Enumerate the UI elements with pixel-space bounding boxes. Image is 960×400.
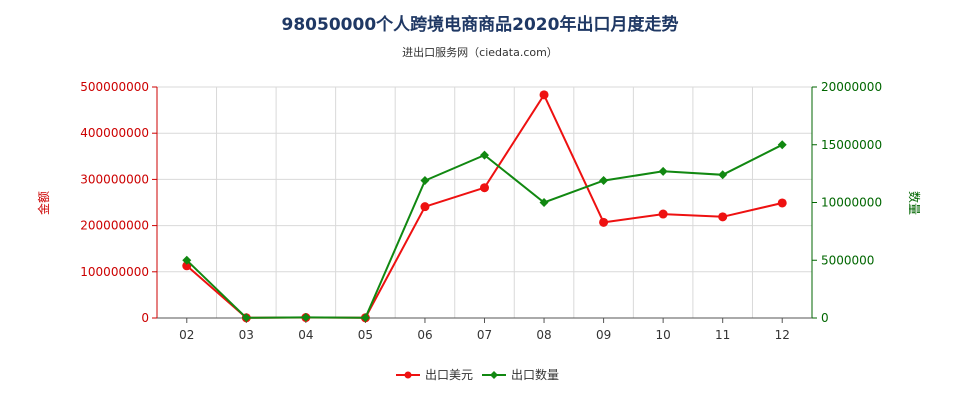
y-left-tick-label: 0 [141,311,149,325]
data-point[interactable] [718,170,728,180]
data-point[interactable] [480,183,489,193]
x-tick-label: 02 [179,328,194,342]
data-point[interactable] [777,198,787,208]
data-point[interactable] [182,255,192,265]
x-tick-label: 04 [298,328,313,342]
y-axis-left-ticks: 0 100000000 200000000 300000000 400000000 500… [80,80,157,325]
y-right-tick-label: 5000000 [821,253,874,267]
data-point[interactable] [539,90,549,100]
legend-item-qty[interactable]: 出口数量 [482,367,559,382]
chart-subtitle: 进出口服务网（ciedata.com） [402,45,558,59]
data-point[interactable] [360,313,370,323]
x-tick-label: 03 [239,328,254,342]
x-tick-label: 05 [358,328,373,342]
data-point[interactable] [777,140,787,150]
y-right-tick-label: 0 [821,311,829,325]
x-axis-ticks: 02 03 04 05 06 07 08 09 10 11 12 [179,318,790,342]
grid [156,86,813,319]
x-tick-label: 08 [536,328,551,342]
y-right-tick-label: 20000000 [821,80,882,94]
axes [156,87,813,319]
y-axis-right-ticks: 0 5000000 10000000 15000000 20000000 [812,80,882,325]
y-axis-right-label: 数量 [907,191,922,215]
chart-title: 98050000个人跨境电商商品2020年出口月度走势 [282,14,679,35]
data-point[interactable] [539,198,549,207]
data-point[interactable] [480,150,489,160]
x-tick-label: 09 [596,328,611,342]
data-point[interactable] [599,217,609,227]
legend-label-qty: 出口数量 [511,367,559,382]
y-axis-left-label: 金额 [36,191,51,215]
y-left-tick-label: 300000000 [80,172,149,186]
y-right-tick-label: 10000000 [821,196,882,210]
data-point[interactable] [420,176,430,186]
data-point[interactable] [241,313,251,323]
y-right-tick-label: 15000000 [821,138,882,152]
y-left-tick-label: 200000000 [80,219,149,233]
data-point[interactable] [420,202,430,212]
legend-item-usd[interactable]: 出口美元 [396,368,473,382]
data-point[interactable] [599,176,609,186]
data-point[interactable] [301,312,311,322]
x-tick-label: 12 [775,328,790,342]
data-point[interactable] [658,209,668,219]
x-tick-label: 10 [655,328,670,342]
y-left-tick-label: 400000000 [80,126,149,140]
x-tick-label: 11 [715,328,730,342]
series-usd [182,90,787,323]
series-layer [182,90,787,323]
legend: 出口美元 出口数量 [396,367,559,382]
data-point[interactable] [658,166,668,176]
y-left-tick-label: 100000000 [80,265,149,279]
data-point[interactable] [718,212,728,222]
series-qty [182,140,787,323]
x-tick-label: 06 [417,328,432,342]
y-left-tick-label: 500000000 [80,80,149,94]
x-tick-label: 07 [477,328,492,342]
legend-label-usd: 出口美元 [425,368,473,382]
